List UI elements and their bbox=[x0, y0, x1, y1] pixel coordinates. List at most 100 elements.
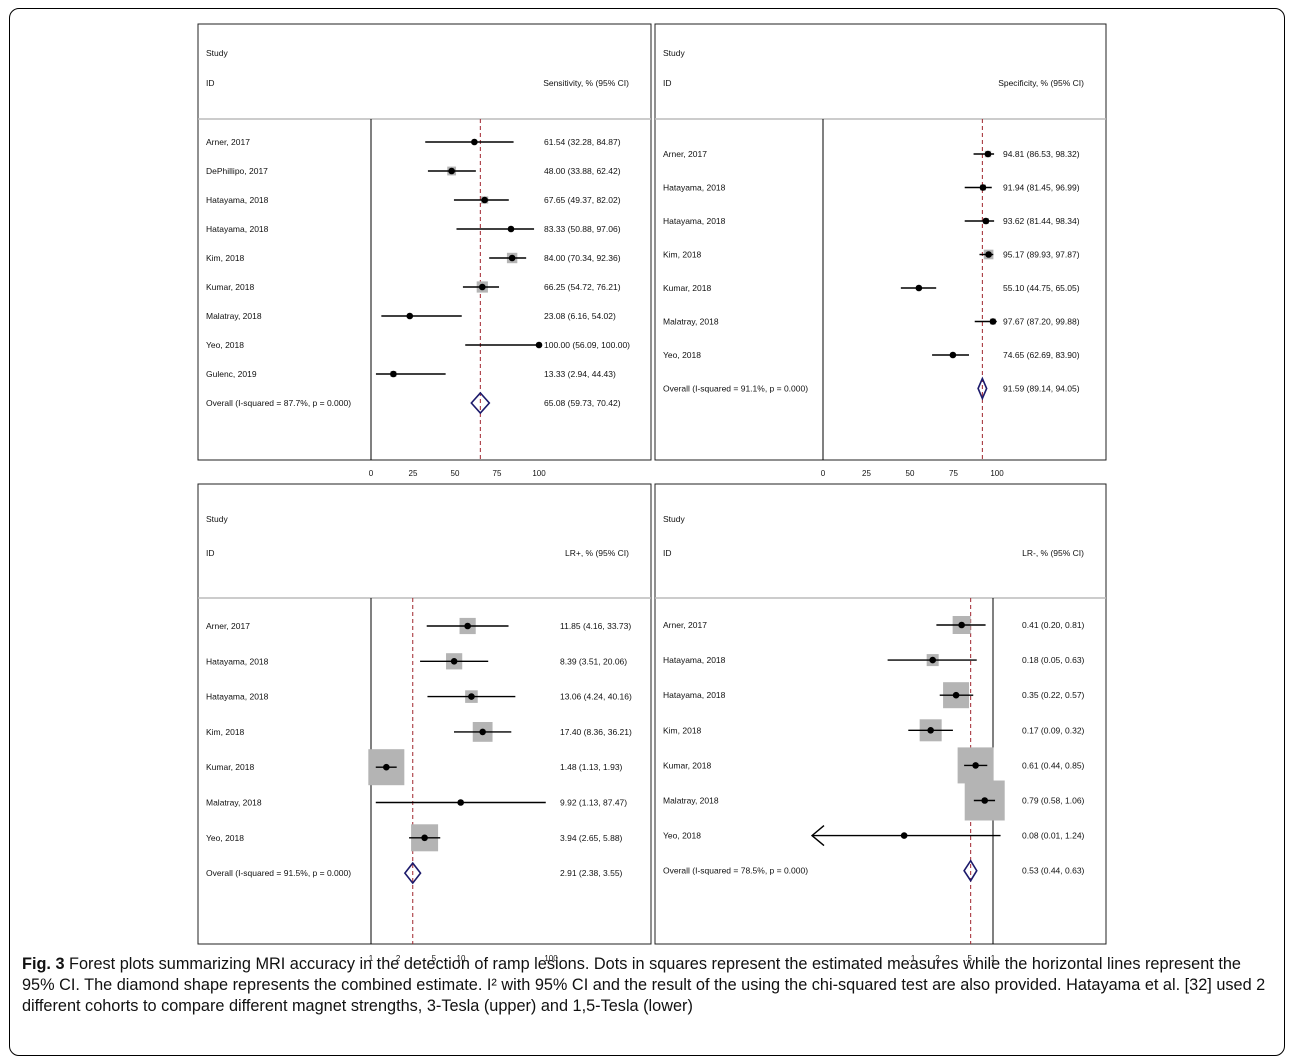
header-statistic: Sensitivity, % (95% CI) bbox=[543, 78, 629, 88]
overall-diamond bbox=[977, 376, 988, 401]
header-id: ID bbox=[206, 548, 215, 558]
study-statistic: 0.61 (0.44, 0.85) bbox=[1022, 760, 1085, 770]
figure-caption: Fig. 3 Forest plots summarizing MRI accu… bbox=[22, 954, 1272, 1017]
x-tick-label: 75 bbox=[949, 469, 958, 478]
point-estimate bbox=[985, 251, 992, 258]
x-tick-label: 1 bbox=[369, 954, 374, 963]
overall-statistic: 0.53 (0.44, 0.63) bbox=[1022, 866, 1085, 876]
study-statistic: 83.33 (50.88, 97.06) bbox=[544, 224, 621, 234]
plot-border bbox=[197, 23, 652, 461]
study-label: Yeo, 2018 bbox=[663, 831, 701, 841]
x-tick-label: 50 bbox=[451, 469, 460, 478]
caption-text: Forest plots summarizing MRI accuracy in… bbox=[22, 955, 1266, 1015]
overall-statistic: 65.08 (59.73, 70.42) bbox=[544, 398, 621, 408]
study-statistic: 67.65 (49.37, 82.02) bbox=[544, 195, 621, 205]
study-label: Malatray, 2018 bbox=[206, 798, 262, 808]
study-statistic: 1.48 (1.13, 1.93) bbox=[560, 762, 623, 772]
point-estimate bbox=[479, 283, 486, 291]
point-estimate bbox=[900, 832, 908, 839]
plot-border bbox=[654, 23, 1107, 461]
caption-label: Fig. 3 bbox=[22, 955, 65, 973]
point-estimate bbox=[468, 693, 475, 700]
x-tick-label: 5 bbox=[432, 954, 437, 963]
study-label: Malatray, 2018 bbox=[206, 311, 262, 321]
header-statistic: LR+, % (95% CI) bbox=[565, 548, 629, 558]
study-label: Hatayama, 2018 bbox=[663, 183, 726, 193]
overall-statistic: 2.91 (2.38, 3.55) bbox=[560, 868, 623, 878]
header-study: Study bbox=[206, 48, 228, 58]
x-tick-label: .1 bbox=[909, 954, 916, 963]
study-label: Kumar, 2018 bbox=[206, 282, 254, 292]
figure-frame bbox=[9, 8, 1285, 1056]
study-label: Hatayama, 2018 bbox=[206, 195, 269, 205]
study-statistic: 55.10 (44.75, 65.05) bbox=[1003, 283, 1080, 293]
study-label: Yeo, 2018 bbox=[663, 350, 701, 360]
study-statistic: 94.81 (86.53, 98.32) bbox=[1003, 149, 1080, 159]
overall-diamond bbox=[470, 391, 491, 415]
point-estimate bbox=[448, 167, 455, 175]
study-statistic: 97.67 (87.20, 99.88) bbox=[1003, 317, 1080, 327]
x-tick-label: 100 bbox=[990, 469, 1004, 478]
study-label: Hatayama, 2018 bbox=[206, 692, 269, 702]
study-label: Kumar, 2018 bbox=[663, 760, 711, 770]
study-statistic: 3.94 (2.65, 5.88) bbox=[560, 833, 623, 843]
study-statistic: 61.54 (32.28, 84.87) bbox=[544, 137, 621, 147]
point-estimate bbox=[981, 797, 989, 804]
header-id: ID bbox=[206, 78, 215, 88]
header-statistic: LR-, % (95% CI) bbox=[1022, 548, 1084, 558]
study-statistic: 74.65 (62.69, 83.90) bbox=[1003, 350, 1080, 360]
study-statistic: 100.00 (56.09, 100.00) bbox=[544, 340, 630, 350]
study-label: Yeo, 2018 bbox=[206, 340, 244, 350]
point-estimate bbox=[915, 284, 923, 292]
study-label: Kim, 2018 bbox=[663, 250, 702, 260]
study-statistic: 0.18 (0.05, 0.63) bbox=[1022, 655, 1085, 665]
study-label: DePhillipo, 2017 bbox=[206, 166, 268, 176]
point-estimate bbox=[471, 138, 478, 146]
study-label: Arner, 2017 bbox=[663, 149, 707, 159]
study-label: Kumar, 2018 bbox=[206, 762, 254, 772]
x-tick-label: 50 bbox=[906, 469, 915, 478]
point-estimate bbox=[507, 225, 515, 233]
overall-statistic: 91.59 (89.14, 94.05) bbox=[1003, 384, 1080, 394]
point-estimate bbox=[450, 658, 458, 665]
study-label: Malatray, 2018 bbox=[663, 317, 719, 327]
forest-plot-lr-positive: Study ID LR+, % (95% CI) 1 2 5 10 100 Arner, 201… bbox=[197, 483, 652, 963]
study-statistic: 8.39 (3.51, 20.06) bbox=[560, 656, 627, 666]
study-statistic: 13.33 (2.94, 44.43) bbox=[544, 369, 616, 379]
study-statistic: 91.94 (81.45, 96.99) bbox=[1003, 183, 1080, 193]
study-statistic: 11.85 (4.16, 33.73) bbox=[560, 621, 631, 631]
overall-diamond bbox=[403, 861, 422, 885]
x-tick-label: 10 bbox=[457, 954, 466, 963]
overall-label: Overall (I-squared = 91.1%, p = 0.000) bbox=[663, 384, 808, 394]
point-estimate bbox=[929, 656, 936, 664]
header-statistic: Specificity, % (95% CI) bbox=[998, 78, 1084, 88]
point-estimate bbox=[958, 621, 965, 629]
x-tick-label: .2 bbox=[933, 954, 940, 963]
study-label: Malatray, 2018 bbox=[663, 796, 719, 806]
point-estimate bbox=[952, 691, 960, 699]
overall-label: Overall (I-squared = 91.5%, p = 0.000) bbox=[206, 868, 351, 878]
point-estimate bbox=[927, 727, 934, 734]
point-estimate bbox=[949, 351, 957, 359]
study-statistic: 9.92 (1.13, 87.47) bbox=[560, 798, 627, 808]
point-estimate bbox=[383, 763, 390, 771]
study-label: Arner, 2017 bbox=[206, 137, 250, 147]
point-estimate bbox=[972, 762, 979, 769]
study-label: Hatayama, 2018 bbox=[206, 656, 269, 666]
x-tick-label: 100 bbox=[532, 469, 546, 478]
point-estimate bbox=[508, 254, 516, 262]
study-statistic: 66.25 (54.72, 76.21) bbox=[544, 282, 621, 292]
study-statistic: 0.41 (0.20, 0.81) bbox=[1022, 620, 1085, 630]
point-estimate bbox=[979, 184, 987, 191]
x-tick-label: 25 bbox=[862, 469, 871, 478]
study-label: Hatayama, 2018 bbox=[663, 655, 726, 665]
point-estimate bbox=[982, 217, 990, 225]
forest-plot-lr-negative: Study ID LR-, % (95% CI) .1 .2 .5 1 Arner, 2017… bbox=[654, 483, 1107, 963]
study-statistic: 95.17 (89.93, 97.87) bbox=[1003, 250, 1080, 260]
study-statistic: 23.08 (6.16, 54.02) bbox=[544, 311, 616, 321]
point-estimate bbox=[989, 318, 997, 325]
study-label: Kim, 2018 bbox=[663, 725, 702, 735]
point-estimate bbox=[984, 150, 992, 158]
header-study: Study bbox=[663, 48, 685, 58]
